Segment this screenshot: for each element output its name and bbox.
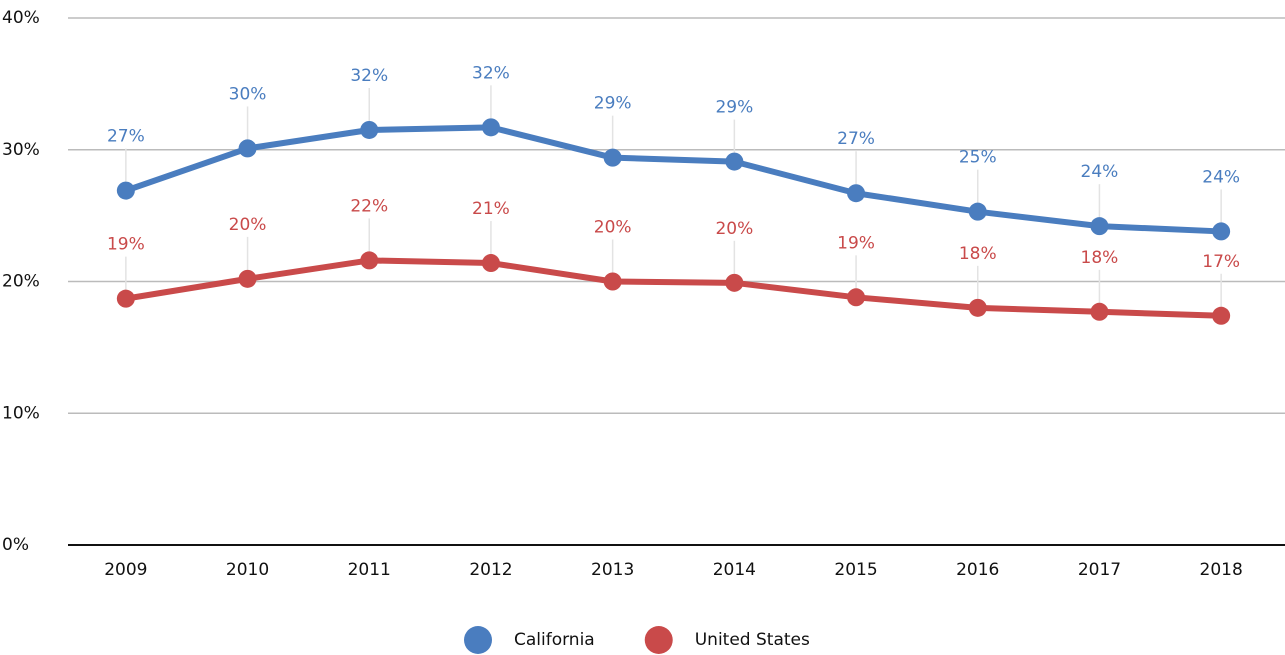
point [725,152,744,171]
value-label: 17% [1202,252,1240,272]
x-tick-label: 2018 [1200,560,1243,580]
value-label: 20% [594,218,632,238]
value-label: 27% [837,129,875,149]
point [603,272,622,291]
value-label: 19% [837,233,875,253]
point [360,120,379,139]
x-tick-label: 2009 [104,560,147,580]
legend-swatch [464,626,492,654]
x-tick-label: 2013 [591,560,634,580]
point [968,202,987,221]
value-label: 25% [959,148,997,168]
point [847,184,866,203]
point [1090,217,1109,236]
x-tick-label: 2011 [348,560,391,580]
value-label: 22% [350,196,388,216]
y-tick-label: 30% [2,140,40,160]
x-tick-label: 2015 [834,560,877,580]
x-tick-label: 2010 [226,560,269,580]
series-line [124,124,1222,235]
x-tick-label: 2014 [713,560,756,580]
series-line [125,257,1222,319]
x-tick-label: 2012 [469,560,512,580]
point [1212,306,1231,325]
point [238,139,257,158]
value-label: 20% [715,219,753,239]
legend-label: United States [695,630,810,650]
value-label: 27% [107,127,145,147]
point [847,288,866,307]
y-tick-label: 10% [2,403,40,423]
value-label: 24% [1081,162,1119,182]
point [603,148,622,167]
point [116,181,135,200]
legend-label: California [514,630,595,650]
point [1212,222,1231,241]
point [481,118,500,137]
point [360,251,379,270]
value-label: 24% [1202,167,1240,187]
y-tick-label: 20% [2,272,40,292]
value-label: 18% [1081,248,1119,268]
point [968,298,987,317]
value-label: 29% [715,98,753,118]
x-tick-label: 2016 [956,560,999,580]
value-label: 30% [229,84,267,104]
point [1090,302,1109,321]
y-tick-label: 0% [2,535,29,555]
value-label: 29% [594,94,632,114]
value-label: 32% [472,63,510,83]
value-label: 20% [229,215,267,235]
value-label: 19% [107,235,145,255]
value-label: 18% [959,244,997,264]
point [481,254,500,273]
point [238,269,257,288]
value-label: 21% [472,199,510,219]
value-label: 32% [350,66,388,86]
point [116,289,135,308]
legend-swatch [644,626,673,654]
x-tick-label: 2017 [1078,560,1121,580]
point [725,273,744,292]
y-tick-label: 40% [2,8,40,28]
